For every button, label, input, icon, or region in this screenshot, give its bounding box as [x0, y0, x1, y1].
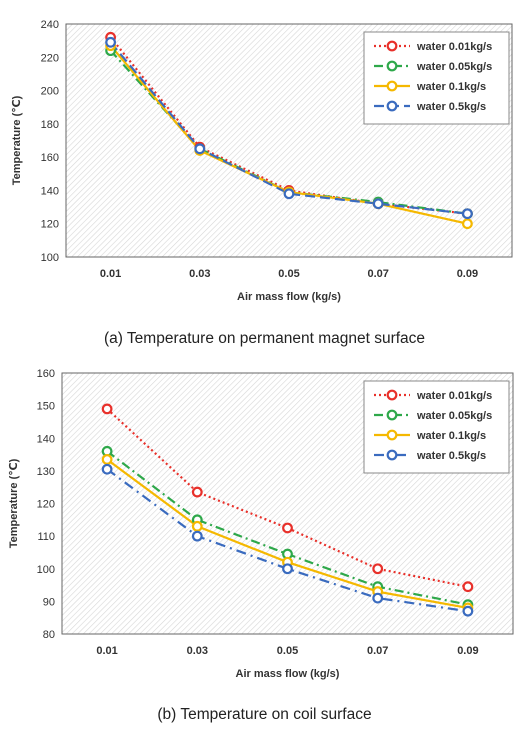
- legend-marker: [386, 389, 398, 401]
- y-axis-label: Temperature (℃): [11, 95, 23, 185]
- data-point-marker: [191, 520, 203, 532]
- x-tick-label: 0.03: [189, 268, 210, 280]
- data-point-marker: [462, 218, 473, 230]
- data-point-marker: [462, 605, 474, 617]
- legend-label: water 0.01kg/s: [416, 390, 492, 402]
- legend-label: water 0.01kg/s: [416, 41, 492, 53]
- chart-b-caption: (b) Temperature on coil surface: [157, 706, 372, 723]
- y-tick-label: 130: [37, 466, 55, 478]
- data-point-marker: [462, 208, 473, 220]
- data-point-marker: [372, 592, 384, 604]
- y-tick-label: 110: [37, 531, 55, 543]
- y-tick-label: 80: [43, 629, 55, 641]
- y-tick-label: 150: [37, 401, 55, 413]
- y-axis-label: Temperature (℃): [8, 458, 20, 548]
- x-tick-label: 0.07: [367, 645, 388, 657]
- legend-label: water 0.1kg/s: [416, 81, 486, 93]
- legend-marker: [386, 60, 398, 72]
- y-tick-label: 160: [37, 368, 55, 380]
- data-point-marker: [372, 563, 384, 575]
- data-point-marker: [282, 563, 293, 575]
- legend: water 0.01kg/s water 0.05kg/s water 0.1kg/…: [363, 31, 510, 125]
- data-point-marker: [191, 530, 203, 542]
- y-tick-label: 140: [41, 185, 59, 197]
- legend: water 0.01kg/s water 0.05kg/s water 0.1kg/…: [363, 380, 510, 474]
- legend-label: water 0.05kg/s: [416, 61, 492, 73]
- y-tick-label: 160: [41, 152, 59, 164]
- data-point-marker: [282, 522, 293, 534]
- y-tick-label: 90: [43, 596, 55, 608]
- series-line: [109, 41, 468, 215]
- data-point-marker: [372, 198, 384, 210]
- data-point-marker: [462, 581, 474, 593]
- x-tick-label: 0.09: [457, 268, 478, 280]
- data-point-marker: [101, 454, 113, 465]
- y-tick-label: 120: [41, 219, 59, 231]
- chart-a-caption: (a) Temperature on permanent magnet surf…: [103, 330, 426, 347]
- x-tick-label: 0.09: [457, 645, 478, 657]
- series-line: [106, 408, 469, 588]
- legend-marker: [386, 40, 398, 52]
- chart-panel-b: 80 90 100 110 120 130 140 150 160 0.01 0.03 0.05 0.0…: [0, 366, 529, 742]
- legend-label: water 0.1kg/s: [416, 430, 486, 442]
- x-tick-label: 0.01: [100, 268, 121, 280]
- legend-marker: [386, 409, 398, 421]
- data-point-marker: [191, 486, 203, 498]
- x-tick-label: 0.07: [367, 268, 388, 280]
- legend-marker: [386, 100, 398, 112]
- x-tick-label: 0.03: [187, 645, 208, 657]
- y-tick-label: 100: [37, 564, 55, 576]
- legend-label: water 0.05kg/s: [416, 410, 492, 422]
- chart-b: 80 90 100 110 120 130 140 150 160 0.01 0.03 0.05 0.0…: [8, 368, 514, 680]
- y-tick-label: 100: [41, 252, 59, 264]
- series-line: [106, 468, 469, 613]
- data-point-marker: [101, 403, 113, 415]
- y-tick-label: 140: [37, 433, 55, 445]
- data-point-marker: [105, 36, 116, 48]
- chart-a: 100 120 140 160 180 200 220 240 0.01 0.03 0.05 0.07…: [11, 19, 513, 303]
- x-axis-label: Air mass flow (kg/s): [236, 668, 340, 680]
- x-tick-label: 0.05: [277, 645, 298, 657]
- x-tick-label: 0.05: [278, 268, 299, 280]
- y-tick-label: 120: [37, 499, 55, 511]
- chart-panel-a: 100 120 140 160 180 200 220 240 0.01 0.03 0.05 0.07…: [0, 0, 529, 360]
- x-axis-label: Air mass flow (kg/s): [237, 291, 341, 303]
- y-tick-label: 200: [41, 86, 59, 98]
- legend-marker: [386, 449, 398, 461]
- legend-marker: [386, 80, 398, 92]
- y-tick-label: 240: [41, 19, 59, 31]
- y-tick-label: 220: [41, 52, 59, 64]
- legend-label: water 0.5kg/s: [416, 450, 486, 462]
- data-point-marker: [283, 188, 295, 200]
- data-point-marker: [101, 463, 113, 475]
- legend-marker: [386, 429, 398, 441]
- x-tick-label: 0.01: [96, 645, 117, 657]
- y-tick-label: 180: [41, 119, 59, 131]
- legend-label: water 0.5kg/s: [416, 101, 486, 113]
- data-point-marker: [194, 143, 206, 155]
